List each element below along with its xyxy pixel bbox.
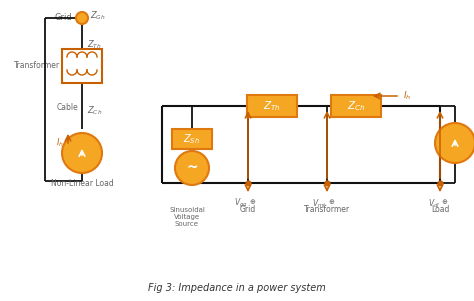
Circle shape <box>435 123 474 163</box>
Text: $I_h$: $I_h$ <box>403 90 411 102</box>
Circle shape <box>62 133 102 173</box>
Text: $\oplus$: $\oplus$ <box>441 197 448 206</box>
Text: Transformer: Transformer <box>14 61 60 70</box>
Text: Sinusoidal
Voltage
Source: Sinusoidal Voltage Source <box>169 207 205 227</box>
Text: $\oplus$: $\oplus$ <box>249 197 256 206</box>
Text: $Z_{Th}$: $Z_{Th}$ <box>87 39 102 51</box>
Text: $Z_{Gh}$: $Z_{Gh}$ <box>90 10 106 22</box>
Text: Grid: Grid <box>240 205 256 214</box>
FancyBboxPatch shape <box>172 129 212 149</box>
Text: ~: ~ <box>186 161 198 175</box>
FancyBboxPatch shape <box>62 49 102 83</box>
Text: $Z_{Sh}$: $Z_{Sh}$ <box>183 132 201 146</box>
FancyBboxPatch shape <box>247 95 297 117</box>
Text: $V_{gg}$: $V_{gg}$ <box>234 197 248 210</box>
FancyBboxPatch shape <box>331 95 381 117</box>
Text: Non-Linear Load: Non-Linear Load <box>51 179 113 188</box>
Circle shape <box>76 12 88 24</box>
Text: Fig 3: Impedance in a power system: Fig 3: Impedance in a power system <box>148 283 326 293</box>
Text: Cable: Cable <box>56 104 78 113</box>
Text: $Z_{Ch}$: $Z_{Ch}$ <box>347 99 365 113</box>
Text: $Z_{Ch}$: $Z_{Ch}$ <box>87 105 102 117</box>
Circle shape <box>175 151 209 185</box>
Text: Load: Load <box>431 205 449 214</box>
Text: $\oplus$: $\oplus$ <box>328 197 335 206</box>
Text: Grid: Grid <box>54 14 72 23</box>
Text: $V_{mt}$: $V_{mt}$ <box>312 197 327 209</box>
Text: $I_h$: $I_h$ <box>56 137 64 149</box>
Text: $V_{dl}$: $V_{dl}$ <box>428 197 440 209</box>
Text: Transformer: Transformer <box>304 205 350 214</box>
Text: $Z_{Th}$: $Z_{Th}$ <box>263 99 281 113</box>
